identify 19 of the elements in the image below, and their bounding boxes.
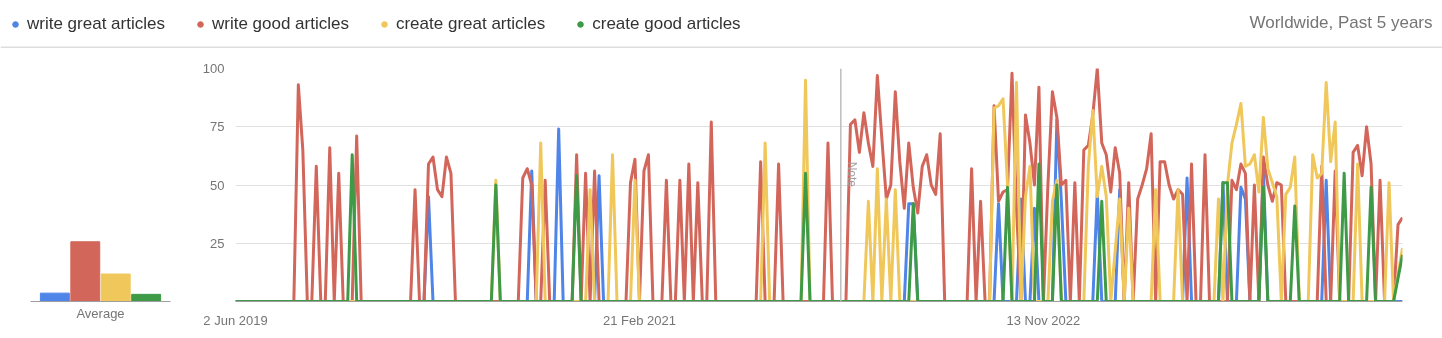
legend-label: create good articles (592, 14, 741, 34)
line-series (235, 153, 1403, 302)
legend-label: write good articles (211, 14, 349, 34)
y-tick-label: 75 (210, 119, 225, 135)
y-tick-label: 25 (210, 235, 225, 251)
text: Worldwide, Past 5 years (1249, 12, 1433, 32)
x-tick-label: 2 Jun 2019 (203, 312, 268, 328)
bar (39, 292, 70, 302)
ref-line-label: Note (844, 161, 859, 188)
bar (100, 273, 131, 302)
legend-label: write great articles (27, 14, 165, 34)
x-tick-label: 21 Feb 2021 (602, 312, 676, 328)
legend-label: create great articles (395, 14, 546, 34)
bar (70, 241, 101, 302)
x-axis-title: Average (76, 305, 125, 321)
y-tick-label: 50 (210, 177, 225, 193)
bar (131, 293, 162, 302)
x-tick-label: 13 Nov 2022 (1006, 312, 1081, 328)
y-tick-label: 100 (202, 61, 225, 76)
